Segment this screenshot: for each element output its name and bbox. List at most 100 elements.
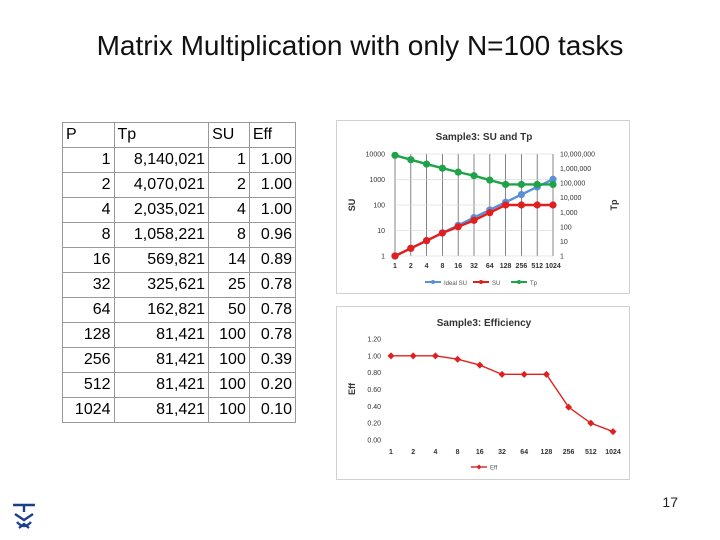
chart1-y-right-tick: 1	[560, 254, 564, 261]
chart2-point	[409, 352, 417, 360]
chart2-point	[565, 403, 573, 411]
chart2-y-tick: 0.80	[367, 370, 381, 377]
chart1-point	[423, 160, 431, 168]
table-row: 2 4,070,021 2 1.00	[62, 172, 297, 198]
table-cell: 100	[208, 372, 250, 398]
chart2-y-tick: 1.00	[367, 353, 381, 360]
chart2-x-tick: 128	[541, 449, 553, 456]
table-header-tp: Tp	[113, 122, 210, 148]
chart1-x-tick: 512	[531, 263, 543, 270]
chart2-x-tick: 4	[433, 449, 437, 456]
chart1-point	[454, 168, 462, 176]
chart1-y-left-tick: 100	[373, 203, 385, 210]
chart2-x-tick: 32	[498, 449, 506, 456]
table-cell: 0.96	[248, 222, 297, 248]
chart1-ylabel-left: SU	[347, 199, 357, 212]
table-row: 512 81,421 100 0.20	[62, 372, 297, 398]
chart1-y-left-tick: 1000	[369, 177, 385, 184]
chart1-point	[438, 164, 446, 172]
chart1-point	[470, 216, 478, 224]
chart1-point	[423, 237, 431, 245]
table-cell: 50	[208, 297, 250, 323]
chart2-ylabel: Eff	[347, 382, 357, 395]
chart1-y-right-tick: 1,000,000	[560, 166, 591, 173]
chart1-point	[391, 252, 399, 260]
chart1-legend-label: Ideal SU	[444, 281, 467, 287]
table-row: 32 325,621 25 0.78	[62, 272, 297, 298]
table-row: 128 81,421 100 0.78	[62, 322, 297, 348]
chart1-legend-marker	[517, 280, 521, 284]
chart1-point	[454, 223, 462, 231]
chart1-y-right-tick: 10	[560, 239, 568, 246]
table-header-eff: Eff	[248, 122, 297, 148]
table-row: 1 8,140,021 1 1.00	[62, 147, 297, 173]
table-cell: 1,058,221	[113, 222, 210, 248]
table-cell: 128	[62, 322, 115, 348]
table-cell: 4	[62, 197, 115, 223]
chart1-point	[549, 175, 557, 183]
chart2-point	[476, 361, 484, 369]
table-header-su: SU	[208, 122, 250, 148]
chart1-x-tick: 2	[409, 263, 413, 270]
chart1-point	[391, 151, 399, 159]
chart1-x-tick: 256	[516, 263, 528, 270]
chart2-x-tick: 64	[520, 449, 528, 456]
table-cell: 256	[62, 347, 115, 373]
table-cell: 0.39	[248, 347, 297, 373]
table-cell: 100	[208, 347, 250, 373]
su-tp-chart: Sample3: SU and Tp 1 10 100 1000 10000 1 10 100 1…	[336, 120, 630, 294]
table-row: 256 81,421 100 0.39	[62, 347, 297, 373]
chart1-x-tick: 16	[454, 263, 462, 270]
technion-logo-icon	[13, 503, 35, 529]
table-cell: 4	[208, 197, 250, 223]
table-cell: 1.00	[248, 172, 297, 198]
table-row: 64 162,821 50 0.78	[62, 297, 297, 323]
table-cell: 0.78	[248, 272, 297, 298]
results-table: P Tp SU Eff 1 8,140,021 1 1.00 2 4,070,021 2 1.00 4…	[62, 122, 297, 423]
chart2-y-tick: 1.20	[367, 337, 381, 344]
chart1-point	[407, 244, 415, 252]
table-cell: 0.10	[248, 397, 297, 423]
chart1-point	[502, 201, 510, 209]
su-tp-chart-svg: Sample3: SU and Tp 1 10 100 1000 10000 1 10 100 1…	[347, 132, 619, 287]
chart2-y-tick: 0.00	[367, 438, 381, 445]
efficiency-chart-svg: Sample3: Efficiency 0.00 0.20 0.40 0.60 0.80 1…	[347, 318, 621, 472]
table-cell: 2	[62, 172, 115, 198]
chart2-title: Sample3: Efficiency	[437, 318, 532, 329]
chart2-legend-label: Eff	[490, 466, 498, 472]
table-cell: 100	[208, 397, 250, 423]
table-cell: 14	[208, 247, 250, 273]
chart2-x-tick: 16	[476, 449, 484, 456]
chart2-legend-marker	[476, 464, 482, 470]
chart1-point	[470, 172, 478, 180]
table-cell: 8,140,021	[113, 147, 210, 173]
chart2-point	[520, 370, 528, 378]
table-cell: 1	[62, 147, 115, 173]
chart1-point	[533, 201, 541, 209]
table-cell: 0.78	[248, 322, 297, 348]
chart1-point	[549, 180, 557, 189]
chart1-point	[517, 180, 525, 189]
efficiency-chart: Sample3: Efficiency 0.00 0.20 0.40 0.60 0.80 1…	[336, 306, 630, 480]
chart1-legend-label: SU	[492, 281, 500, 287]
chart2-point	[454, 355, 462, 363]
chart1-legend-marker	[431, 280, 435, 284]
chart1-x-tick: 8	[440, 263, 444, 270]
chart2-point	[609, 428, 617, 436]
chart1-x-tick: 64	[486, 263, 494, 270]
table-cell: 32	[62, 272, 115, 298]
chart2-x-tick: 2	[411, 449, 415, 456]
chart2-y-tick: 0.60	[367, 387, 381, 394]
table-cell: 25	[208, 272, 250, 298]
chart2-x-tick: 512	[585, 449, 597, 456]
table-cell: 81,421	[113, 372, 210, 398]
chart1-point	[486, 176, 494, 184]
table-row: 8 1,058,221 8 0.96	[62, 222, 297, 248]
chart1-y-left-tick: 1	[381, 254, 385, 261]
table-header-row: P Tp SU Eff	[62, 122, 297, 148]
chart1-point	[533, 180, 541, 189]
slide-title: Matrix Multiplication with only N=100 ta…	[96, 30, 624, 61]
chart2-x-tick: 8	[456, 449, 460, 456]
chart2-point	[542, 370, 550, 378]
chart1-title: Sample3: SU and Tp	[436, 132, 533, 143]
